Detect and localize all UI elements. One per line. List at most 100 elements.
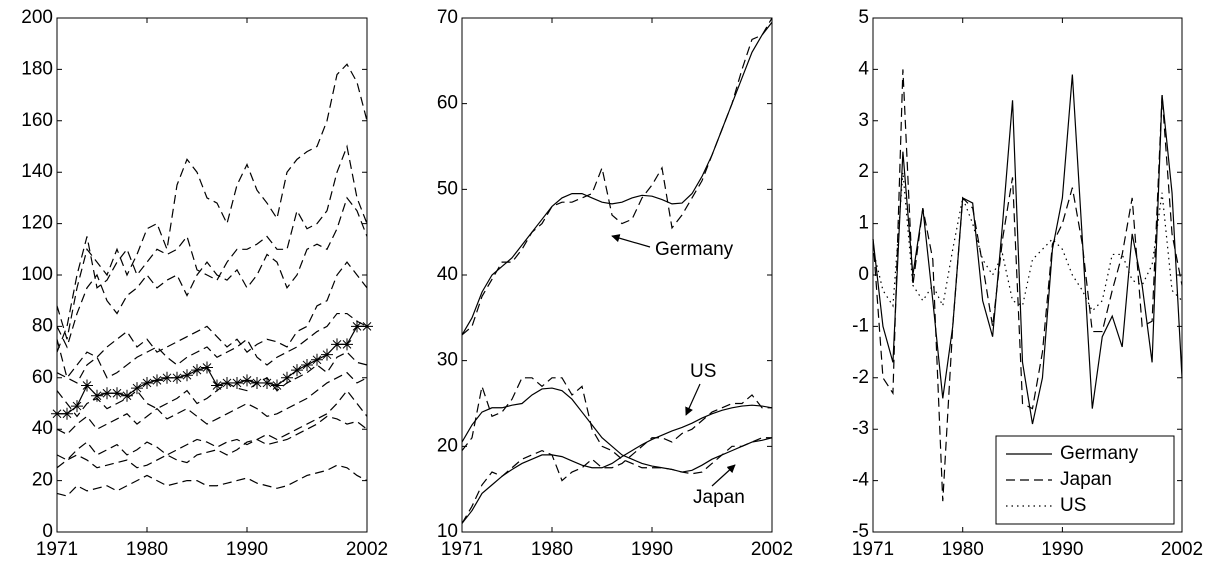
series-line [461, 377, 772, 475]
x-tick-label: 1990 [631, 539, 673, 560]
x-tick-label: 1980 [942, 539, 984, 560]
y-tick-label: 2 [858, 161, 869, 182]
star-marker [251, 376, 263, 389]
star-marker [231, 376, 243, 389]
y-tick-label: 30 [437, 350, 458, 371]
star-marker [181, 369, 193, 382]
x-tick-label: 1990 [1041, 539, 1083, 560]
y-tick-label: 1 [858, 213, 869, 234]
star-marker [81, 379, 93, 392]
y-tick-label: 60 [437, 93, 458, 114]
star-marker [101, 387, 113, 400]
series-line [56, 351, 368, 418]
series-line [461, 17, 773, 336]
y-tick-label: 60 [32, 367, 53, 388]
legend-label: Germany [1060, 443, 1139, 464]
series-line [461, 404, 773, 524]
series-line [56, 415, 368, 469]
y-tick-label: 5 [858, 7, 869, 28]
star-marker [71, 400, 83, 413]
star-marker [331, 338, 343, 351]
series-line [56, 196, 368, 349]
x-tick-label: 1990 [226, 539, 268, 560]
y-tick-label: 0 [42, 521, 53, 542]
y-tick-label: -3 [852, 418, 869, 439]
star-marker [201, 361, 213, 374]
star-marker [171, 371, 183, 384]
series-line [56, 63, 368, 340]
y-tick-label: -1 [852, 315, 869, 336]
y-tick-label: 50 [437, 178, 458, 199]
star-marker [241, 374, 253, 387]
star-marker [291, 364, 303, 377]
y-tick-label: 10 [437, 521, 458, 542]
annotation: Germany [655, 239, 734, 260]
star-marker [261, 376, 273, 389]
y-tick-label: -2 [852, 367, 869, 388]
star-marker [91, 389, 103, 402]
star-marker [211, 379, 223, 392]
star-marker [61, 407, 73, 420]
y-tick-label: 200 [21, 7, 53, 28]
star-marker [311, 353, 323, 366]
star-marker [191, 364, 203, 377]
star-marker [361, 320, 373, 333]
y-tick-label: 3 [858, 110, 869, 131]
x-tick-label: 2002 [751, 539, 793, 560]
y-tick-label: 120 [21, 213, 53, 234]
star-marker [151, 374, 163, 387]
series-line [56, 261, 368, 380]
y-tick-label: 40 [32, 418, 53, 439]
star-marker [141, 376, 153, 389]
x-tick-label: 1971 [441, 539, 483, 560]
y-tick-label: 20 [437, 435, 458, 456]
legend-label: US [1060, 495, 1086, 516]
axes-frame [56, 17, 368, 533]
y-tick-label: 140 [21, 161, 53, 182]
annotation: US [690, 361, 716, 382]
x-tick-label: 2002 [346, 539, 388, 560]
y-tick-label: 0 [858, 264, 869, 285]
star-marker [351, 320, 363, 333]
legend-label: Japan [1060, 469, 1112, 490]
annotation-arrow [685, 383, 701, 416]
annotation: Japan [693, 487, 745, 508]
y-tick-label: -4 [852, 470, 869, 491]
y-tick-label: 4 [858, 58, 869, 79]
x-tick-label: 1980 [531, 539, 573, 560]
star-marker [341, 338, 353, 351]
annotation-arrow [611, 234, 651, 248]
x-tick-label: 1971 [36, 539, 78, 560]
x-tick-label: 1980 [126, 539, 168, 560]
star-marker [321, 348, 333, 361]
star-marker [131, 382, 143, 395]
star-marker [301, 358, 313, 371]
star-marker [111, 387, 123, 400]
y-tick-label: 160 [21, 110, 53, 131]
star-marker [221, 376, 233, 389]
star-marker [281, 371, 293, 384]
y-tick-label: -5 [852, 521, 869, 542]
series-line [56, 144, 368, 353]
y-tick-label: 20 [32, 470, 53, 491]
star-marker [121, 389, 133, 402]
y-tick-label: 70 [437, 7, 458, 28]
star-marker [51, 407, 63, 420]
y-tick-label: 100 [21, 264, 53, 285]
y-tick-label: 40 [437, 264, 458, 285]
series-line [461, 394, 772, 524]
series-line [56, 312, 368, 384]
series-line [56, 389, 368, 461]
star-marker [161, 371, 173, 384]
series-line [56, 464, 368, 497]
x-tick-label: 1971 [852, 539, 894, 560]
series-line [461, 21, 773, 336]
annotation-arrow [711, 464, 736, 487]
star-marker [271, 379, 283, 392]
series-line [56, 371, 368, 436]
y-tick-label: 180 [21, 58, 53, 79]
series-line [872, 69, 1183, 502]
x-tick-label: 2002 [1161, 539, 1203, 560]
y-tick-label: 80 [32, 315, 53, 336]
